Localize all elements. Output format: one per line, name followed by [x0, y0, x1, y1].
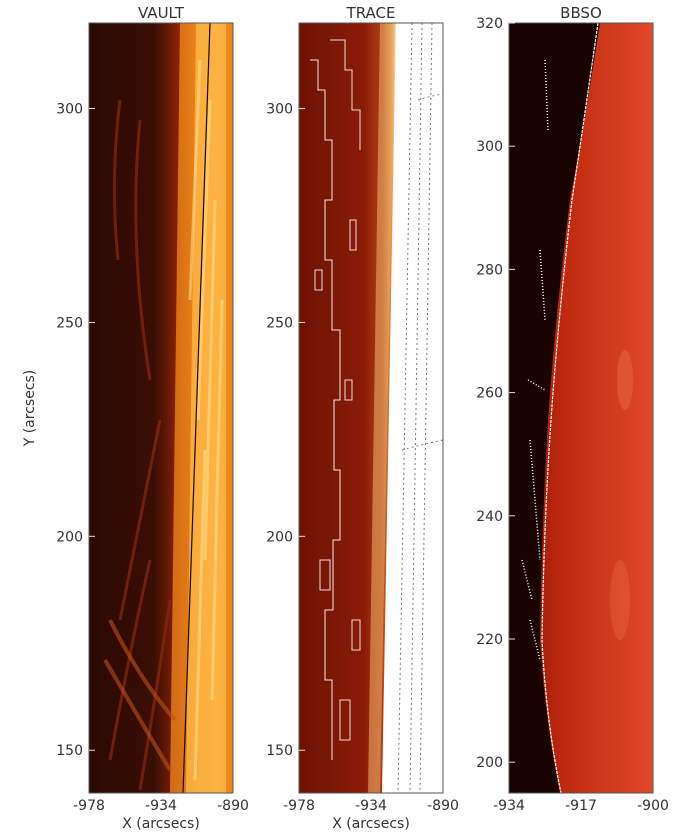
bbso-ytick-label-3: 260: [476, 386, 503, 402]
trace-ytick-label-3: 300: [266, 102, 293, 118]
bbso-panel: BBSO 200 220 240 260 280 300 320 -934 -917 -90…: [476, 4, 669, 814]
trace-ytick-label-2: 250: [266, 315, 293, 331]
vault-xtick-1: -934: [145, 798, 177, 814]
vault-panel: VAULT 150 200 250 300 -978 -934 -890 X (arc…: [22, 4, 249, 832]
bbso-xtick-2: -900: [637, 798, 669, 814]
vault-ytick-label-1: 200: [56, 529, 83, 545]
bbso-ytick-label-5: 300: [476, 139, 503, 155]
vault-ticks: 150 200 250 300: [56, 102, 95, 759]
bbso-xtick-1: -917: [565, 798, 597, 814]
trace-frame: [298, 22, 444, 794]
vault-ytick-label-0: 150: [56, 743, 83, 759]
vault-xlabel: X (arcsecs): [122, 816, 200, 832]
bbso-title: BBSO: [560, 4, 602, 22]
vault-ytick-label-2: 250: [56, 315, 83, 331]
trace-panel: TRACE 150 200 250 300 -978 -934 -890 X (arc…: [266, 4, 459, 832]
bbso-xtick-0: -934: [493, 798, 525, 814]
bbso-ytick-label-0: 200: [476, 755, 503, 771]
vault-xtick-0: -978: [73, 798, 105, 814]
bbso-ticks: 200 220 240 260 280 300 320: [476, 16, 515, 771]
bbso-ytick-label-1: 220: [476, 632, 503, 648]
trace-ytick-label-1: 200: [266, 529, 293, 545]
vault-image: [89, 23, 233, 793]
trace-xtick-0: -978: [283, 798, 315, 814]
vault-title: VAULT: [138, 4, 185, 22]
bbso-image: [509, 23, 653, 793]
vault-limb-line: [182, 23, 211, 793]
bbso-ytick-label-4: 280: [476, 262, 503, 278]
vault-ylabel: Y (arcsecs): [22, 370, 38, 448]
bbso-ytick-label-2: 240: [476, 509, 503, 525]
bbso-frame: [508, 22, 654, 794]
trace-ticks: 150 200 250 300: [266, 102, 305, 759]
vault-frame: [88, 22, 234, 794]
trace-xtick-2: -890: [427, 798, 459, 814]
trace-ytick-label-0: 150: [266, 743, 293, 759]
trace-image: [299, 23, 443, 793]
trace-title: TRACE: [346, 4, 396, 22]
bbso-ytick-label-6: 320: [476, 16, 503, 32]
trace-xtick-1: -934: [355, 798, 387, 814]
trace-xlabel: X (arcsecs): [332, 816, 410, 832]
vault-ytick-label-3: 300: [56, 102, 83, 118]
vault-xtick-2: -890: [217, 798, 249, 814]
